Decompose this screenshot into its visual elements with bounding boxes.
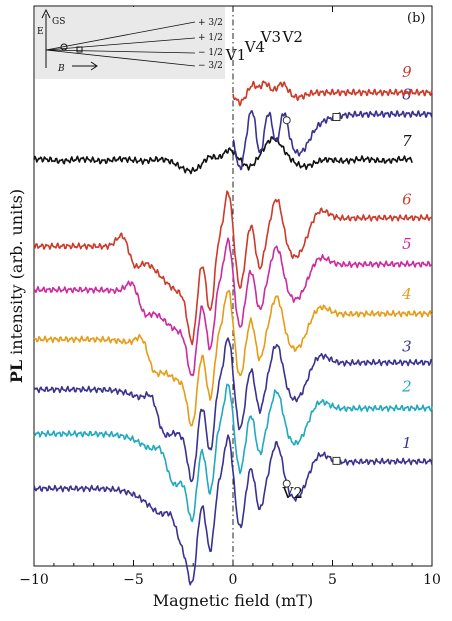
series-label-8: 8 [402, 85, 412, 103]
energy-level-inset: E GS + 3/2 + 1/2 − 1/2 − 3/2 B [35, 7, 225, 79]
y-axis-title-rest: intensity (arb. units) [7, 189, 26, 355]
inset-level-m1-2 [45, 49, 196, 54]
x-tick-label: −5 [123, 572, 144, 588]
series-line-5 [33, 237, 433, 377]
series-line-7 [33, 136, 413, 175]
series-square-marker-1 [332, 456, 341, 465]
series-label-7: 7 [402, 132, 412, 150]
inset-crossing-square [76, 46, 83, 53]
series-label-1: 1 [402, 434, 412, 452]
x-tick-label: 10 [423, 572, 441, 588]
x-axis-title: Magnetic field (mT) [153, 591, 313, 610]
inset-level-1-2 [45, 37, 196, 51]
peak-label-v3: V3 [260, 28, 281, 46]
inset-level-m3-2 [45, 49, 196, 67]
peak-label-v2-bottom: V2 [282, 484, 303, 502]
inset-crossing-circle [60, 43, 68, 51]
series-label-9: 9 [402, 63, 412, 81]
inset-level-label-3-2: + 3/2 [198, 18, 223, 28]
inset-field-arrowhead [90, 61, 98, 71]
panel-label: (b) [407, 11, 425, 26]
y-axis-title-bold: PL [7, 360, 26, 383]
series-line-3 [33, 337, 433, 483]
series-label-3: 3 [402, 337, 412, 355]
x-tick-label: 5 [328, 572, 337, 588]
series-line-1 [33, 434, 433, 586]
inset-level-3-2 [45, 21, 196, 51]
x-tick-label: 0 [229, 572, 238, 588]
series-line-9 [232, 80, 433, 107]
x-ticks: −10 −5 0 5 10 [19, 6, 441, 588]
inset-energy-label: E [37, 27, 44, 37]
peak-label-v4: V4 [244, 38, 265, 56]
series-group: 1 2 3 4 5 6 7 8 9 [33, 63, 433, 586]
series-line-4 [33, 289, 433, 427]
series-label-5: 5 [402, 235, 412, 253]
y-axis-title: PL intensity (arb. units) [7, 189, 26, 383]
inset-field-label: B [57, 64, 65, 74]
series-square-marker-8 [332, 113, 341, 122]
peak-label-v2: V2 [282, 28, 303, 46]
x-tick-label: −10 [19, 572, 49, 588]
inset-energy-arrowhead [41, 8, 51, 19]
series-label-2: 2 [401, 378, 412, 396]
series-line-6 [33, 190, 433, 346]
inset-state-label: GS [52, 17, 65, 27]
inset-level-label-m3-2: − 3/2 [198, 61, 223, 71]
series-label-4: 4 [401, 285, 412, 303]
series-circle-marker-1 [282, 479, 291, 488]
peak-label-v1: V1 [225, 46, 246, 64]
series-label-6: 6 [402, 190, 412, 208]
series-circle-marker-8 [282, 116, 291, 125]
series-line-2 [33, 383, 433, 523]
inset-level-label-1-2: + 1/2 [198, 33, 223, 43]
inset-level-label-m1-2: − 1/2 [198, 48, 223, 58]
